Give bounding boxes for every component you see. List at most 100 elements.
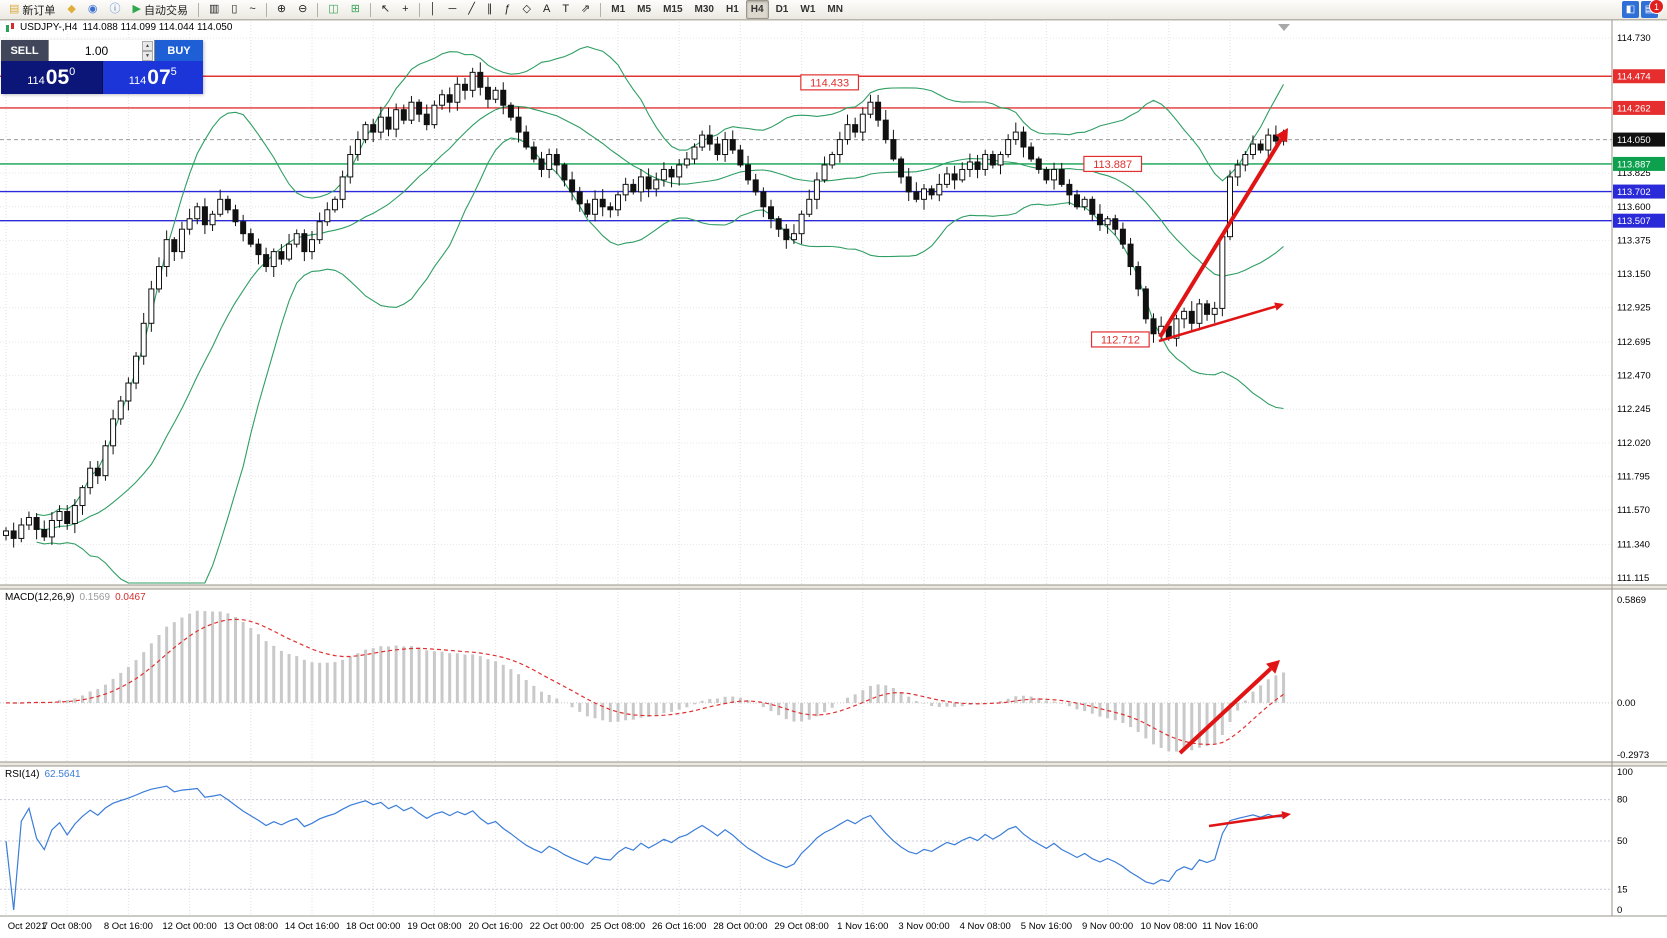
bar-chart-button[interactable]: ▥ bbox=[204, 0, 224, 19]
shapes-button[interactable]: ◇ bbox=[518, 0, 536, 19]
svg-text:12 Oct 00:00: 12 Oct 00:00 bbox=[162, 921, 216, 932]
candlestick-chart-button[interactable]: ▯ bbox=[226, 0, 242, 19]
buy-price-display[interactable]: 114 07 5 bbox=[102, 61, 203, 94]
fibonacci-button[interactable]: ƒ bbox=[499, 0, 515, 19]
tf-m1-button-label: M1 bbox=[611, 4, 626, 15]
svg-text:Oct 2021: Oct 2021 bbox=[8, 921, 47, 932]
svg-text:113.150: 113.150 bbox=[1617, 269, 1651, 280]
price-axis-tag: 114.262 bbox=[1613, 100, 1665, 115]
sell-price-prefix: 114 bbox=[27, 74, 45, 87]
svg-text:0.00: 0.00 bbox=[1617, 698, 1636, 709]
sell-price-display[interactable]: 114 05 0 bbox=[1, 61, 102, 94]
sell-price-point: 0 bbox=[69, 65, 76, 78]
price-annotation[interactable]: 112.712 bbox=[1090, 331, 1150, 348]
sell-button[interactable]: SELL bbox=[1, 40, 48, 61]
channel-button[interactable]: ∥ bbox=[482, 0, 498, 19]
tf-m1-button[interactable]: M1 bbox=[606, 0, 630, 19]
svg-text:111.115: 111.115 bbox=[1617, 573, 1649, 584]
tf-m15-button[interactable]: M15 bbox=[658, 0, 687, 19]
community-button[interactable]: ◉ bbox=[83, 0, 103, 19]
tf-mn-button-label: MN bbox=[827, 4, 843, 15]
toolbar-separator bbox=[418, 2, 420, 17]
price-annotation[interactable]: 114.433 bbox=[800, 74, 860, 91]
horizontal-line-button[interactable]: ─ bbox=[443, 0, 461, 19]
rsi-pane[interactable] bbox=[0, 785, 1612, 911]
price-axis-tag: 113.507 bbox=[1613, 213, 1665, 228]
svg-text:1 Nov 16:00: 1 Nov 16:00 bbox=[837, 921, 888, 932]
price-axis-tag: 114.474 bbox=[1613, 69, 1665, 84]
svg-text:22 Oct 00:00: 22 Oct 00:00 bbox=[530, 921, 584, 932]
bollinger-upper-band[interactable] bbox=[36, 46, 1284, 517]
tf-d1-button-label: D1 bbox=[775, 4, 789, 15]
buy-button[interactable]: BUY bbox=[155, 40, 203, 61]
cascade-windows-button[interactable]: ⊞ bbox=[346, 0, 365, 19]
tf-w1-button-label: W1 bbox=[800, 4, 816, 15]
svg-text:-0.2973: -0.2973 bbox=[1617, 750, 1649, 761]
trend-arrow-rsi[interactable] bbox=[1208, 811, 1291, 828]
price-axis[interactable]: 114.730 113.825 113.600 113.375 113.150 112.9… bbox=[1613, 33, 1665, 916]
price-annotation[interactable]: 113.887 bbox=[1083, 155, 1143, 173]
svg-text:25 Oct 08:00: 25 Oct 08:00 bbox=[591, 921, 645, 932]
news-button[interactable]: ⓘ bbox=[104, 0, 125, 19]
arrows-tool-button[interactable]: ⇗ bbox=[576, 0, 595, 19]
zoom-out-icon: ⊖ bbox=[298, 3, 308, 15]
pane-splitters[interactable] bbox=[0, 19, 1667, 917]
bar-chart-icon: ▥ bbox=[208, 3, 220, 15]
volume-incre​ase-button[interactable]: ▲ bbox=[142, 41, 153, 51]
market-watch-button[interactable]: ◧ bbox=[1622, 1, 1639, 18]
trend-arrow-main[interactable] bbox=[1158, 128, 1288, 339]
zoom-in-button[interactable]: ⊕ bbox=[272, 0, 291, 19]
zoom-out-button[interactable]: ⊖ bbox=[293, 0, 312, 19]
text-button[interactable]: A bbox=[538, 0, 555, 19]
toolbar-separator bbox=[197, 2, 199, 17]
svg-text:8 Oct 16:00: 8 Oct 16:00 bbox=[104, 921, 153, 932]
svg-text:50: 50 bbox=[1617, 836, 1628, 847]
trend-arrow-main-secondary[interactable] bbox=[1158, 302, 1284, 343]
trendline-button[interactable]: ╱ bbox=[463, 0, 480, 19]
toolbar-separator bbox=[317, 2, 319, 17]
line-chart-button[interactable]: ~ bbox=[244, 0, 260, 19]
candlestick-chart-icon: ▯ bbox=[231, 3, 238, 15]
cursor-button[interactable]: ↖ bbox=[376, 0, 395, 19]
crosshair-icon: + bbox=[402, 3, 409, 15]
candles bbox=[3, 62, 1287, 548]
tf-mn-button[interactable]: MN bbox=[822, 0, 848, 19]
main-chart-plot[interactable]: 114.433 113.887 112.712 bbox=[0, 24, 1612, 584]
tf-w1-button[interactable]: W1 bbox=[795, 0, 820, 19]
tf-h1-button[interactable]: H1 bbox=[721, 0, 744, 19]
label-button[interactable]: T bbox=[557, 0, 574, 19]
trend-arrow-macd[interactable] bbox=[1178, 660, 1280, 755]
buy-price-prefix: 114 bbox=[128, 74, 147, 87]
tf-h1-button-label: H1 bbox=[725, 4, 739, 15]
tf-h4-button[interactable]: H4 bbox=[745, 0, 769, 19]
notification-badge[interactable]: 1 bbox=[1649, 0, 1664, 14]
bollinger-lower-band[interactable] bbox=[36, 137, 1284, 584]
volume-decrease-button[interactable]: ▼ bbox=[142, 51, 153, 61]
svg-text:4 Nov 08:00: 4 Nov 08:00 bbox=[960, 921, 1011, 932]
svg-text:113.825: 113.825 bbox=[1617, 168, 1651, 179]
new-order-button[interactable]: ▤ 新订单 bbox=[4, 0, 60, 19]
bollinger-middle-band[interactable] bbox=[36, 105, 1284, 531]
svg-text:114.262: 114.262 bbox=[1617, 103, 1651, 114]
tile-windows-button[interactable]: ◫ bbox=[323, 0, 343, 19]
tf-d1-button[interactable]: D1 bbox=[771, 0, 794, 19]
auto-trading-button[interactable]: ▶ 自动交易 bbox=[127, 0, 192, 19]
svg-text:26 Oct 16:00: 26 Oct 16:00 bbox=[652, 921, 706, 932]
vertical-line-button[interactable]: │ bbox=[425, 0, 442, 19]
volume-input[interactable] bbox=[49, 40, 154, 61]
tf-m30-button[interactable]: M30 bbox=[690, 0, 719, 19]
chart-shift-marker[interactable] bbox=[1278, 24, 1290, 31]
macd-pane[interactable] bbox=[0, 610, 1612, 755]
tf-m5-button[interactable]: M5 bbox=[632, 0, 656, 19]
rsi-line bbox=[5, 785, 1284, 911]
mql5-market-button[interactable]: ◆ bbox=[62, 0, 80, 19]
svg-text:112.020: 112.020 bbox=[1617, 438, 1651, 449]
fibonacci-icon: ƒ bbox=[504, 3, 511, 15]
crosshair-button[interactable]: + bbox=[397, 0, 413, 19]
macd-main-value: 0.1569 bbox=[79, 592, 111, 603]
vertical-line-icon: │ bbox=[429, 3, 437, 15]
toolbar-items: ▤ 新订单 ◆ ◉ ⓘ ▶ 自动交易 ▥ ▯ ~ ⊕ ⊖ ◫ ⊞ ↖ + │ ─ ╱ ∥ ƒ ◇ A T ⇗ M1 M5 M15 M30… bbox=[3, 0, 849, 19]
macd-histogram bbox=[12, 610, 1286, 752]
